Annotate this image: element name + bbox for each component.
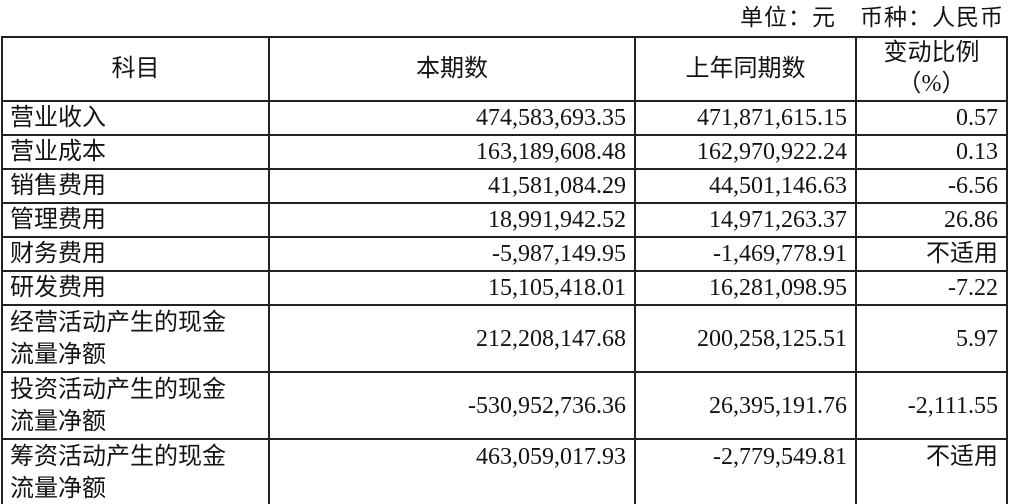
column-header-change-ratio: 变动比例 （%） [855,36,1008,102]
table-row-financing-cash-flow: 筹资活动产生的现金 流量净额 463,059,017.93 -2,779,549… [1,438,1008,504]
subject-cell: 营业收入 [1,100,270,136]
prior-period-cell: 44,501,146.63 [634,168,857,204]
column-header-current-period: 本期数 [268,36,636,102]
subject-cell: 投资活动产生的现金 流量净额 [1,371,270,440]
subject-cell: 销售费用 [1,168,270,204]
prior-period-cell: 471,871,615.15 [634,100,857,136]
table-row-selling-expenses: 销售费用 41,581,084.29 44,501,146.63 -6.56 [1,168,1008,204]
change-ratio-cell: 0.57 [855,100,1008,136]
current-period-cell: 463,059,017.93 [268,438,636,504]
subject-cell: 筹资活动产生的现金 流量净额 [1,438,270,504]
change-ratio-cell: 不适用 [855,236,1008,272]
column-header-subject: 科目 [1,36,270,102]
current-period-cell: 15,105,418.01 [268,270,636,306]
table-row-finance-expenses: 财务费用 -5,987,149.95 -1,469,778.91 不适用 [1,236,1008,272]
table-row-rd-expenses: 研发费用 15,105,418.01 16,281,098.95 -7.22 [1,270,1008,306]
header-row: 科目 本期数 上年同期数 变动比例 （%） [1,36,1008,102]
table-row-investing-cash-flow: 投资活动产生的现金 流量净额 -530,952,736.36 26,395,19… [1,371,1008,440]
subject-cell: 研发费用 [1,270,270,306]
change-ratio-cell: 5.97 [855,304,1008,373]
unit-currency-caption: 单位：元 币种：人民币 [740,5,1004,30]
current-period-cell: -5,987,149.95 [268,236,636,272]
current-period-cell: 212,208,147.68 [268,304,636,373]
table-row-operating-cash-flow: 经营活动产生的现金 流量净额 212,208,147.68 200,258,12… [1,304,1008,373]
prior-period-cell: -2,779,549.81 [634,438,857,504]
change-ratio-cell: 不适用 [855,438,1008,504]
table-row-admin-expenses: 管理费用 18,991,942.52 14,971,263.37 26.86 [1,202,1008,238]
change-ratio-cell: -6.56 [855,168,1008,204]
current-period-cell: 41,581,084.29 [268,168,636,204]
prior-period-cell: 26,395,191.76 [634,371,857,440]
current-period-cell: 18,991,942.52 [268,202,636,238]
prior-period-cell: 16,281,098.95 [634,270,857,306]
subject-cell: 经营活动产生的现金 流量净额 [1,304,270,373]
table-row-operating-cost: 营业成本 163,189,608.48 162,970,922.24 0.13 [1,134,1008,170]
column-header-prior-period: 上年同期数 [634,36,857,102]
prior-period-cell: -1,469,778.91 [634,236,857,272]
subject-cell: 财务费用 [1,236,270,272]
subject-cell: 管理费用 [1,202,270,238]
prior-period-cell: 14,971,263.37 [634,202,857,238]
change-ratio-cell: 0.13 [855,134,1008,170]
table-row-operating-revenue: 营业收入 474,583,693.35 471,871,615.15 0.57 [1,100,1008,136]
change-ratio-cell: -7.22 [855,270,1008,306]
subject-cell: 营业成本 [1,134,270,170]
prior-period-cell: 162,970,922.24 [634,134,857,170]
current-period-cell: 163,189,608.48 [268,134,636,170]
financial-table: 科目 本期数 上年同期数 变动比例 （%） 营业收入 474,583,693.3… [1,36,1008,504]
change-ratio-cell: -2,111.55 [855,371,1008,440]
current-period-cell: 474,583,693.35 [268,100,636,136]
prior-period-cell: 200,258,125.51 [634,304,857,373]
change-ratio-cell: 26.86 [855,202,1008,238]
current-period-cell: -530,952,736.36 [268,371,636,440]
